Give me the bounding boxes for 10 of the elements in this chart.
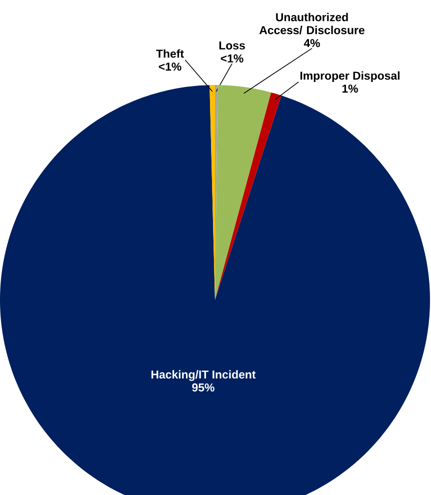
data-label: 1% <box>342 84 358 93</box>
slice-label: Improper Disposal <box>300 71 400 82</box>
data-label: 4% <box>304 39 320 48</box>
data-label: 95% <box>192 383 214 392</box>
slice-label: Unauthorized Access/ Disclosure <box>259 12 364 34</box>
data-label: <1% <box>158 62 182 71</box>
data-label: <1% <box>220 54 244 62</box>
slice-label: Loss <box>219 42 245 50</box>
slice-label: Hacking/IT Incident <box>151 370 256 381</box>
slice-label: Theft <box>156 49 184 58</box>
